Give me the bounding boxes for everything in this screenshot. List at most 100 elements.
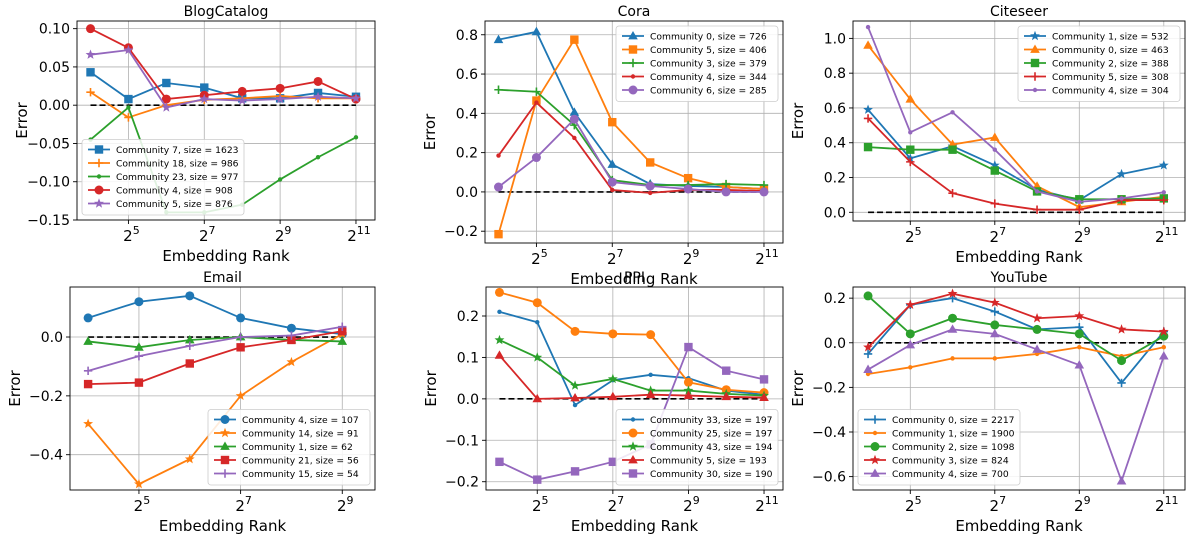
legend-marker-marker [1030, 30, 1040, 41]
data-point [863, 342, 873, 352]
y-tick-label: 0.8 [456, 28, 478, 44]
data-point [1161, 190, 1166, 195]
series [863, 114, 1168, 214]
data-point [906, 157, 915, 167]
data-point [608, 329, 618, 339]
data-point [83, 336, 93, 345]
x-tick-label: 211 [755, 247, 779, 268]
data-point [947, 324, 958, 333]
data-point [535, 320, 540, 325]
series-line [867, 346, 1164, 375]
legend-entry: Community 25, size = 197 [650, 429, 773, 440]
series [494, 287, 769, 398]
data-point [313, 91, 323, 101]
data-point [494, 85, 503, 94]
data-point [607, 177, 617, 187]
data-point [161, 94, 171, 104]
legend-marker-marker [628, 31, 638, 40]
data-point [570, 467, 580, 476]
x-tick-label: 25 [532, 494, 549, 515]
data-point [1117, 356, 1127, 366]
series-line [87, 325, 343, 372]
data-point [532, 87, 541, 96]
data-point [531, 153, 541, 163]
series [863, 288, 1169, 352]
data-point [237, 86, 247, 96]
data-point [83, 366, 93, 376]
data-point [185, 359, 194, 368]
data-point [721, 391, 732, 401]
data-point [1032, 344, 1042, 353]
data-point [683, 377, 693, 387]
data-point [950, 356, 955, 361]
y-tick-label: 0.0 [824, 205, 846, 221]
data-point [134, 297, 144, 307]
chart-panel: −0.2 0.0 0.2 0.4 0.6 0.8 25 27 29 211 Cora Embeddin… [421, 4, 784, 288]
data-point [645, 181, 655, 191]
x-axis-label: Embedding Rank [159, 517, 287, 535]
data-point [184, 334, 195, 344]
y-tick-label: 0.0 [41, 330, 63, 346]
data-point [865, 24, 871, 30]
data-point [1032, 313, 1042, 323]
chart-title: Cora [618, 4, 651, 20]
series-line [88, 330, 343, 385]
legend-entry: Community 30, size = 190 [650, 469, 773, 480]
axes-frame [852, 286, 1186, 491]
series [863, 104, 1169, 205]
y-tick-label: 0.6 [456, 67, 478, 83]
y-tick-label: 1.0 [824, 31, 846, 47]
y-tick-label: −0.4 [812, 425, 846, 441]
x-tick-label: 211 [755, 494, 779, 515]
series-line [498, 30, 765, 190]
data-point [275, 83, 285, 93]
legend-marker-marker [628, 428, 638, 438]
legend-entry: Community 0, size = 2217 [892, 415, 1015, 426]
plot-area [863, 288, 1169, 485]
data-point [286, 323, 296, 333]
legend-marker-marker [220, 441, 230, 450]
y-tick-label: −0.1 [445, 433, 479, 449]
y-tick-label: 0.2 [456, 146, 478, 162]
data-point [83, 379, 93, 389]
series-line [499, 291, 765, 394]
x-tick-label: 27 [990, 494, 1007, 515]
legend-marker-marker [96, 174, 102, 179]
data-point [989, 328, 1000, 338]
legend-entry: Community 5, size = 876 [116, 199, 233, 210]
data-point [533, 475, 542, 484]
legend-entry: Community 3, size = 379 [650, 59, 767, 70]
x-tick-label: 29 [683, 247, 700, 268]
legend-marker-marker [1032, 87, 1038, 93]
y-axis-label: Error [422, 369, 440, 406]
legend-entry: Community 4, size = 107 [242, 415, 359, 426]
legend-entry: Community 33, size = 197 [650, 415, 773, 426]
data-point [948, 313, 958, 323]
y-tick-label: 0.2 [824, 291, 846, 307]
data-point [759, 392, 769, 402]
data-point [1074, 329, 1084, 339]
x-axis-label: Embedding Rank [571, 517, 699, 535]
legend-box [615, 25, 779, 102]
axes-frame [76, 20, 376, 221]
x-tick-label: 25 [531, 247, 548, 268]
data-point [337, 336, 348, 345]
axes-frame [484, 20, 784, 244]
data-point [134, 342, 144, 351]
y-tick-label: −0.6 [812, 470, 846, 486]
data-point [863, 142, 873, 152]
series [83, 291, 347, 339]
series [863, 293, 1168, 388]
data-point [1077, 345, 1082, 350]
data-point [607, 373, 618, 384]
data-point [1075, 195, 1084, 204]
data-point [83, 418, 94, 429]
data-point [185, 341, 194, 351]
data-point [286, 356, 297, 367]
legend: Community 0, size = 726 Community 5, size… [615, 25, 779, 102]
legend-box [81, 139, 245, 216]
data-point [610, 187, 615, 193]
data-point [684, 342, 693, 352]
y-tick-label: 0.0 [456, 185, 478, 201]
data-point [863, 364, 873, 373]
